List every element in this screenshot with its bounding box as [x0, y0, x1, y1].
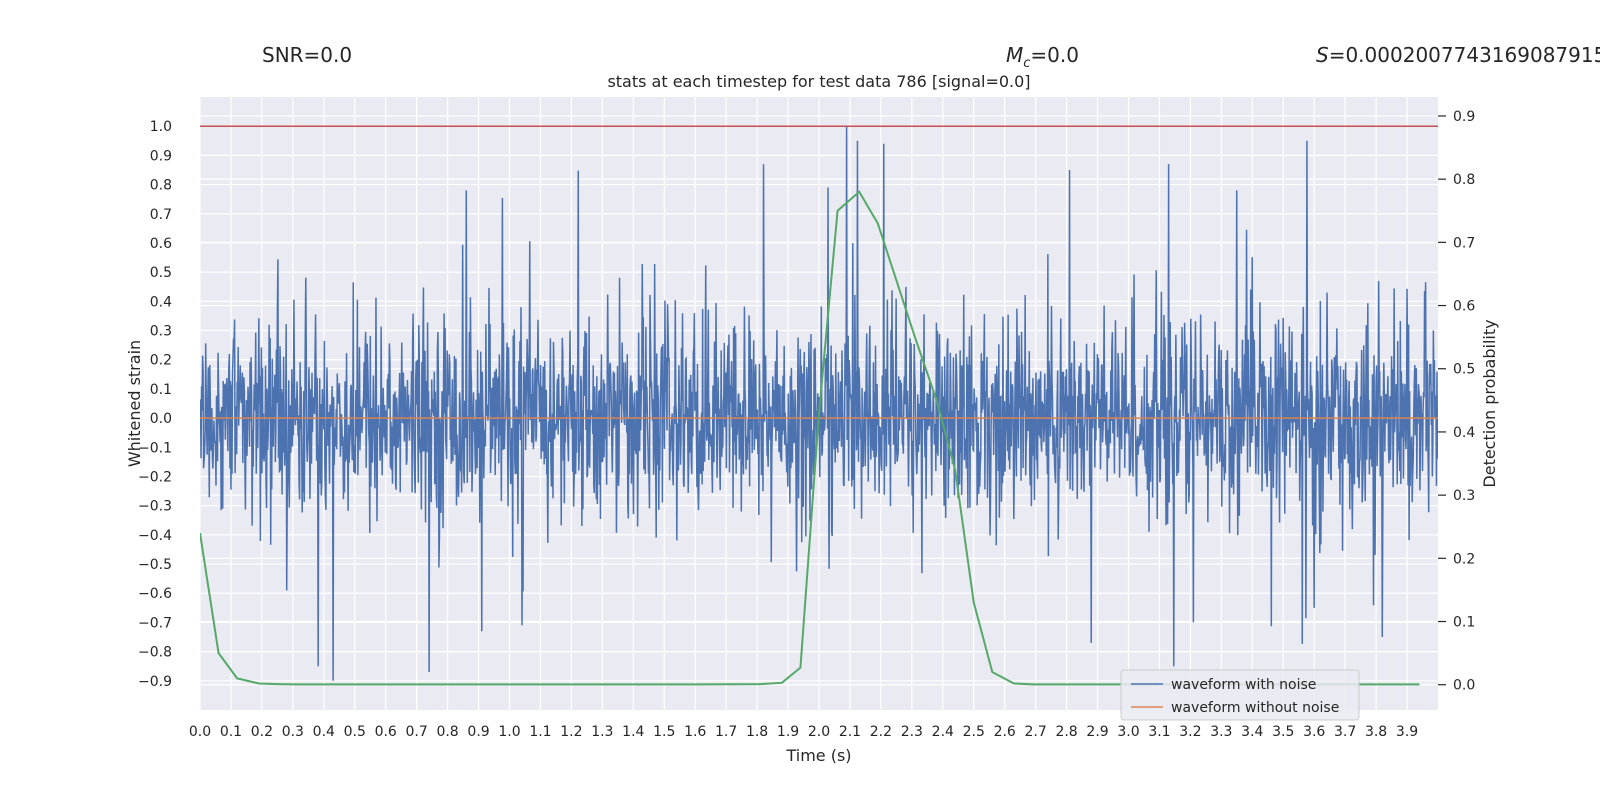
y2-tick-label: 0.3: [1453, 488, 1475, 504]
legend-label: waveform without noise: [1171, 700, 1339, 716]
x-tick-label: 2.9: [1086, 724, 1108, 740]
y-tick-label: 0.2: [150, 353, 172, 369]
x-tick-label: 1.0: [498, 724, 520, 740]
y-tick-label: 0.4: [150, 294, 172, 310]
x-tick-label: 1.3: [591, 724, 613, 740]
y-tick-label: −0.5: [138, 557, 172, 573]
x-tick-label: 1.4: [622, 724, 644, 740]
y2-tick-label: 0.2: [1453, 551, 1475, 567]
x-tick-label: 3.6: [1303, 724, 1325, 740]
y-tick-label: −0.8: [138, 645, 172, 661]
x-tick-label: 1.2: [560, 724, 582, 740]
y2-tick-label: 0.6: [1453, 299, 1475, 315]
x-tick-label: 2.6: [994, 724, 1016, 740]
y-tick-label: 0.0: [150, 411, 172, 427]
x-tick-label: 0.9: [467, 724, 489, 740]
y2-tick-label: 0.4: [1453, 425, 1475, 441]
mc-subscript: c: [1023, 56, 1030, 71]
x-tick-label: 1.9: [777, 724, 799, 740]
x-tick-label: 1.7: [715, 724, 737, 740]
x-tick-label: 0.1: [220, 724, 242, 740]
mc-stat: Mc=0.0: [1006, 43, 1079, 71]
x-tick-label: 2.1: [839, 724, 861, 740]
x-tick-label: 1.6: [684, 724, 706, 740]
mc-value: =0.0: [1030, 43, 1079, 67]
y-tick-label: −0.1: [138, 440, 172, 456]
y-tick-label: 0.9: [150, 148, 172, 164]
y2-tick-label: 0.9: [1453, 109, 1475, 125]
y2-tick-label: 0.0: [1453, 678, 1475, 694]
y2-tick-label: 0.8: [1453, 172, 1475, 188]
y-tick-label: 1.0: [150, 119, 172, 135]
chart-title: stats at each timestep for test data 786…: [607, 72, 1030, 91]
y-tick-label: −0.2: [138, 469, 172, 485]
y-tick-label: −0.9: [138, 674, 172, 690]
x-tick-label: 0.4: [313, 724, 335, 740]
x-tick-label: 3.3: [1210, 724, 1232, 740]
x-tick-label: 0.0: [189, 724, 211, 740]
x-tick-label: 0.3: [282, 724, 304, 740]
y-tick-label: 0.8: [150, 178, 172, 194]
x-tick-label: 1.1: [529, 724, 551, 740]
x-tick-label: 3.2: [1179, 724, 1201, 740]
y-tick-label: −0.3: [138, 499, 172, 515]
x-tick-label: 0.6: [375, 724, 397, 740]
x-tick-label: 0.7: [406, 724, 428, 740]
x-tick-label: 2.4: [932, 724, 954, 740]
s-stat: S=0.00020077431690879152: [1316, 43, 1600, 67]
y-tick-label: 0.1: [150, 382, 172, 398]
legend-label: waveform with noise: [1171, 677, 1316, 693]
y-tick-label: 0.6: [150, 236, 172, 252]
y2-axis-label: Detection probability: [1480, 319, 1499, 487]
y2-tick-label: 0.5: [1453, 362, 1475, 378]
y-axis-label: Whitened strain: [125, 340, 144, 467]
s-value: =0.00020077431690879152: [1329, 43, 1600, 67]
x-tick-label: 2.7: [1025, 724, 1047, 740]
x-tick-label: 0.8: [436, 724, 458, 740]
y-tick-label: −0.4: [138, 528, 172, 544]
x-tick-label: 2.2: [870, 724, 892, 740]
s-symbol: S: [1316, 43, 1329, 67]
x-tick-label: 2.0: [808, 724, 830, 740]
x-tick-label: 3.9: [1396, 724, 1418, 740]
x-tick-label: 3.1: [1148, 724, 1170, 740]
y-tick-label: −0.7: [138, 615, 172, 631]
x-tick-label: 1.8: [746, 724, 768, 740]
x-tick-label: 0.2: [251, 724, 273, 740]
y-tick-label: 0.3: [150, 324, 172, 340]
y-tick-label: 0.7: [150, 207, 172, 223]
y-tick-label: −0.6: [138, 586, 172, 602]
mc-symbol: M: [1006, 43, 1023, 67]
x-tick-label: 2.8: [1055, 724, 1077, 740]
x-tick-label: 2.3: [901, 724, 923, 740]
x-tick-label: 3.5: [1272, 724, 1294, 740]
x-tick-label: 3.8: [1365, 724, 1387, 740]
x-tick-label: 3.7: [1334, 724, 1356, 740]
x-tick-label: 0.5: [344, 724, 366, 740]
legend: waveform with noise waveform without nois…: [1120, 669, 1360, 721]
y2-tick-label: 0.7: [1453, 235, 1475, 251]
x-axis-label: Time (s): [785, 746, 851, 765]
y2-tick-label: 0.1: [1453, 615, 1475, 631]
series-detection-probability: [200, 190, 1420, 686]
x-tick-label: 2.5: [963, 724, 985, 740]
x-tick-label: 3.4: [1241, 724, 1263, 740]
x-tick-label: 3.0: [1117, 724, 1139, 740]
x-tick-label: 1.5: [653, 724, 675, 740]
snr-stat: SNR=0.0: [262, 43, 352, 67]
legend-box: [1120, 669, 1360, 721]
y-tick-label: 0.5: [150, 265, 172, 281]
